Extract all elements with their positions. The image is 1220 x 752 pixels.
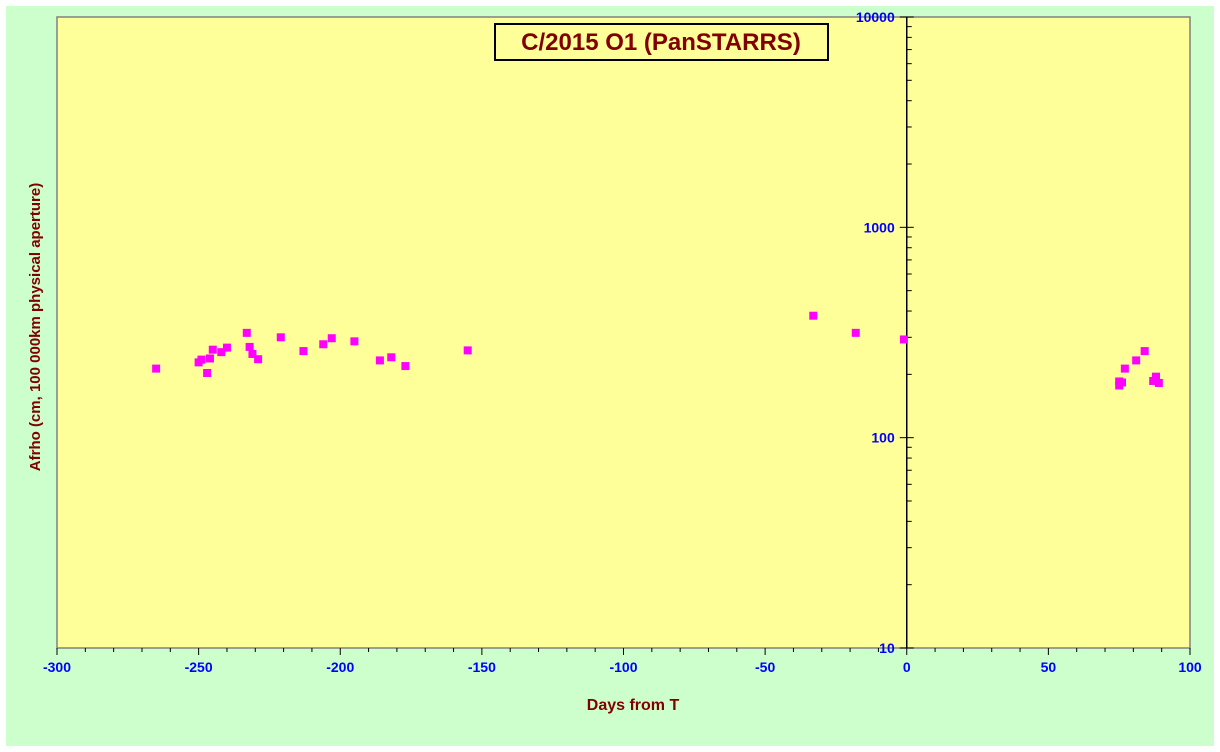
data-point [197, 355, 206, 364]
chart-title-box: C/2015 O1 (PanSTARRS) [494, 23, 829, 61]
x-axis-label: Days from T [587, 697, 680, 714]
data-point [1132, 356, 1141, 365]
data-point [276, 333, 285, 342]
chart-title: C/2015 O1 (PanSTARRS) [521, 29, 801, 56]
y-axis-label: Afrho (cm, 100 000km physical aperture) [27, 183, 44, 471]
x-tick-label: 50 [1041, 659, 1057, 675]
data-point [299, 347, 308, 356]
data-point [1120, 364, 1129, 373]
data-point [248, 349, 257, 358]
data-point [217, 348, 226, 357]
minor-ticks [84, 26, 1163, 652]
data-point [1152, 372, 1161, 381]
data-point [242, 328, 251, 337]
data-point [203, 368, 212, 377]
data-point [222, 343, 231, 352]
data-point [245, 342, 254, 351]
plot-area [56, 16, 1191, 649]
data-point [1154, 378, 1163, 387]
data-point [387, 353, 396, 362]
data-point [1149, 376, 1158, 385]
y-tick-label: 10000 [856, 9, 895, 25]
y-tick-label: 10 [879, 640, 895, 656]
data-point [327, 334, 336, 343]
title-box-border [494, 23, 829, 61]
data-point [319, 340, 328, 349]
x-tick-label: 0 [903, 659, 911, 675]
data-point [809, 311, 818, 320]
data-point [463, 346, 472, 355]
x-tick-label: -100 [609, 659, 637, 675]
x-tick-label: -150 [468, 659, 496, 675]
data-point [208, 345, 217, 354]
y-tick-label: 1000 [864, 219, 895, 235]
data-point [350, 337, 359, 346]
x-tick-label: 100 [1178, 659, 1202, 675]
data-point [375, 356, 384, 365]
data-point [1140, 347, 1149, 356]
x-tick-label: -300 [43, 659, 71, 675]
x-tick-labels: -300 -250 -200 -150 -100 -50 0 50 100 [43, 659, 1202, 675]
x-tick-label: -250 [185, 659, 213, 675]
y-tick-labels: 10 100 1000 10000 [856, 9, 895, 656]
data-point [254, 355, 263, 364]
y-tick-label: 100 [871, 430, 895, 446]
major-ticks [56, 16, 1191, 655]
data-point [851, 328, 860, 337]
data-point [899, 335, 908, 344]
data-point [401, 362, 410, 371]
data-point [205, 354, 214, 363]
data-point [152, 364, 161, 373]
data-point [1118, 378, 1127, 387]
x-tick-label: -200 [326, 659, 354, 675]
x-tick-label: -50 [755, 659, 775, 675]
data-points [152, 311, 1163, 390]
